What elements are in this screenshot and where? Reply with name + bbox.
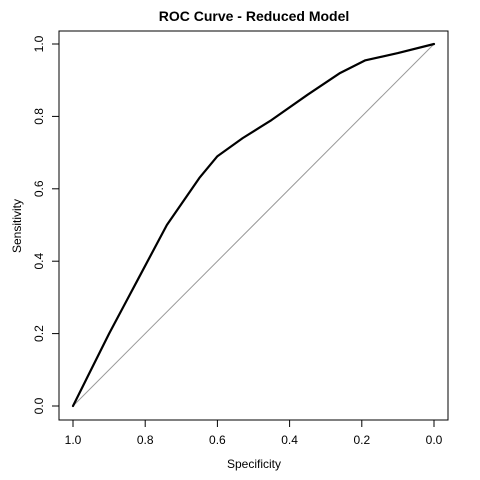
- series-layer: [71, 42, 436, 408]
- chart-title: ROC Curve - Reduced Model: [159, 8, 350, 24]
- roc-curve-line: [71, 42, 436, 408]
- y-tick-label: 1.0: [32, 35, 46, 52]
- x-axis-label: Specificity: [227, 457, 281, 471]
- x-axis: 1.0 0.8 0.6 0.4 0.2 0.0: [65, 419, 443, 447]
- y-tick-label: 0.6: [32, 180, 46, 197]
- reference-line-layer: [72, 43, 435, 407]
- y-axis: 0.0 0.2 0.4 0.6 0.8 1.0: [32, 35, 60, 414]
- x-tick-label: 0.8: [137, 433, 154, 447]
- y-tick-label: 0.4: [32, 253, 46, 270]
- x-tick-label: 0.2: [353, 433, 370, 447]
- y-tick-label: 0.2: [32, 325, 46, 342]
- x-tick-label: 0.6: [209, 433, 226, 447]
- x-tick-label: 0.0: [426, 433, 443, 447]
- y-tick-label: 0.8: [32, 108, 46, 125]
- reference-diagonal-line: [72, 43, 435, 407]
- x-tick-label: 1.0: [65, 433, 82, 447]
- x-tick-label: 0.4: [281, 433, 298, 447]
- y-tick-label: 0.0: [32, 397, 46, 414]
- y-axis-label: Sensitivity: [10, 199, 24, 253]
